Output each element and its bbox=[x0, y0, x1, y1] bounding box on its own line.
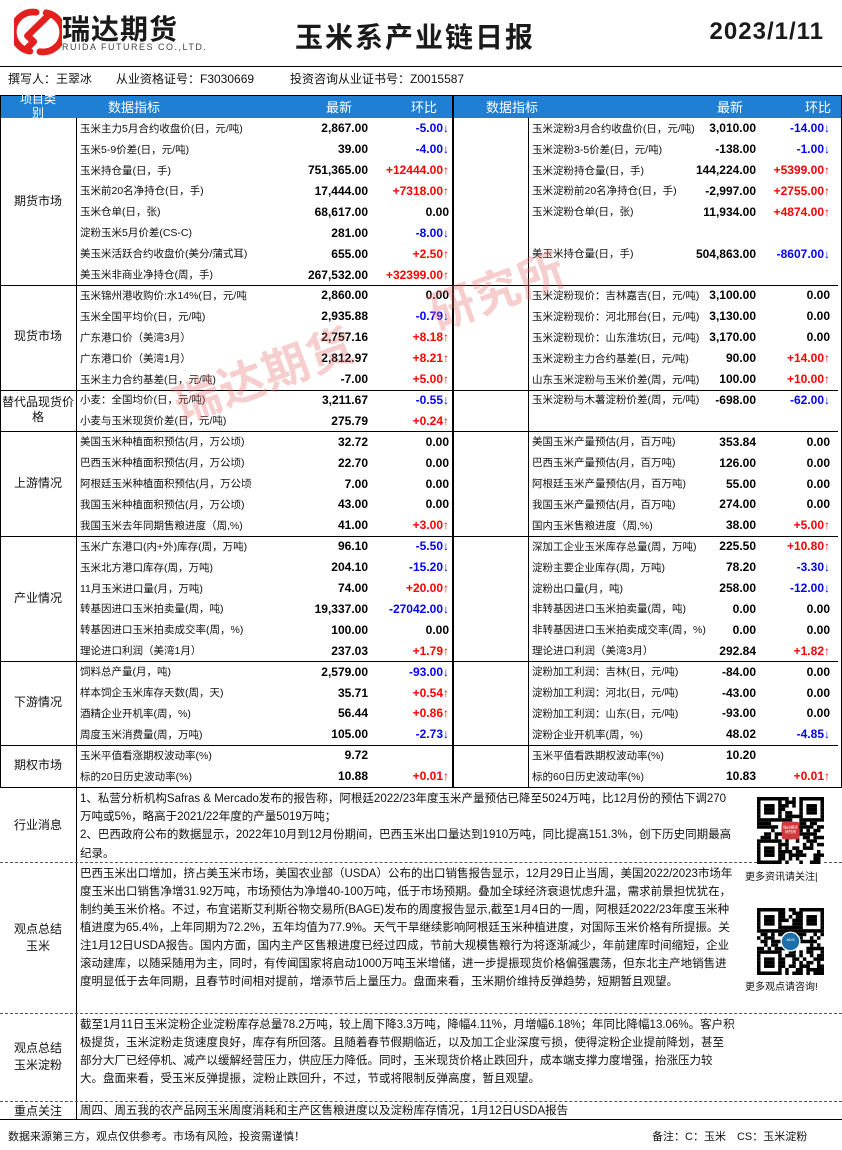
svg-text:ADS: ADS bbox=[786, 937, 795, 942]
svg-text:研究院: 研究院 bbox=[785, 829, 796, 834]
svg-text:瑞达期货: 瑞达期货 bbox=[783, 824, 798, 829]
